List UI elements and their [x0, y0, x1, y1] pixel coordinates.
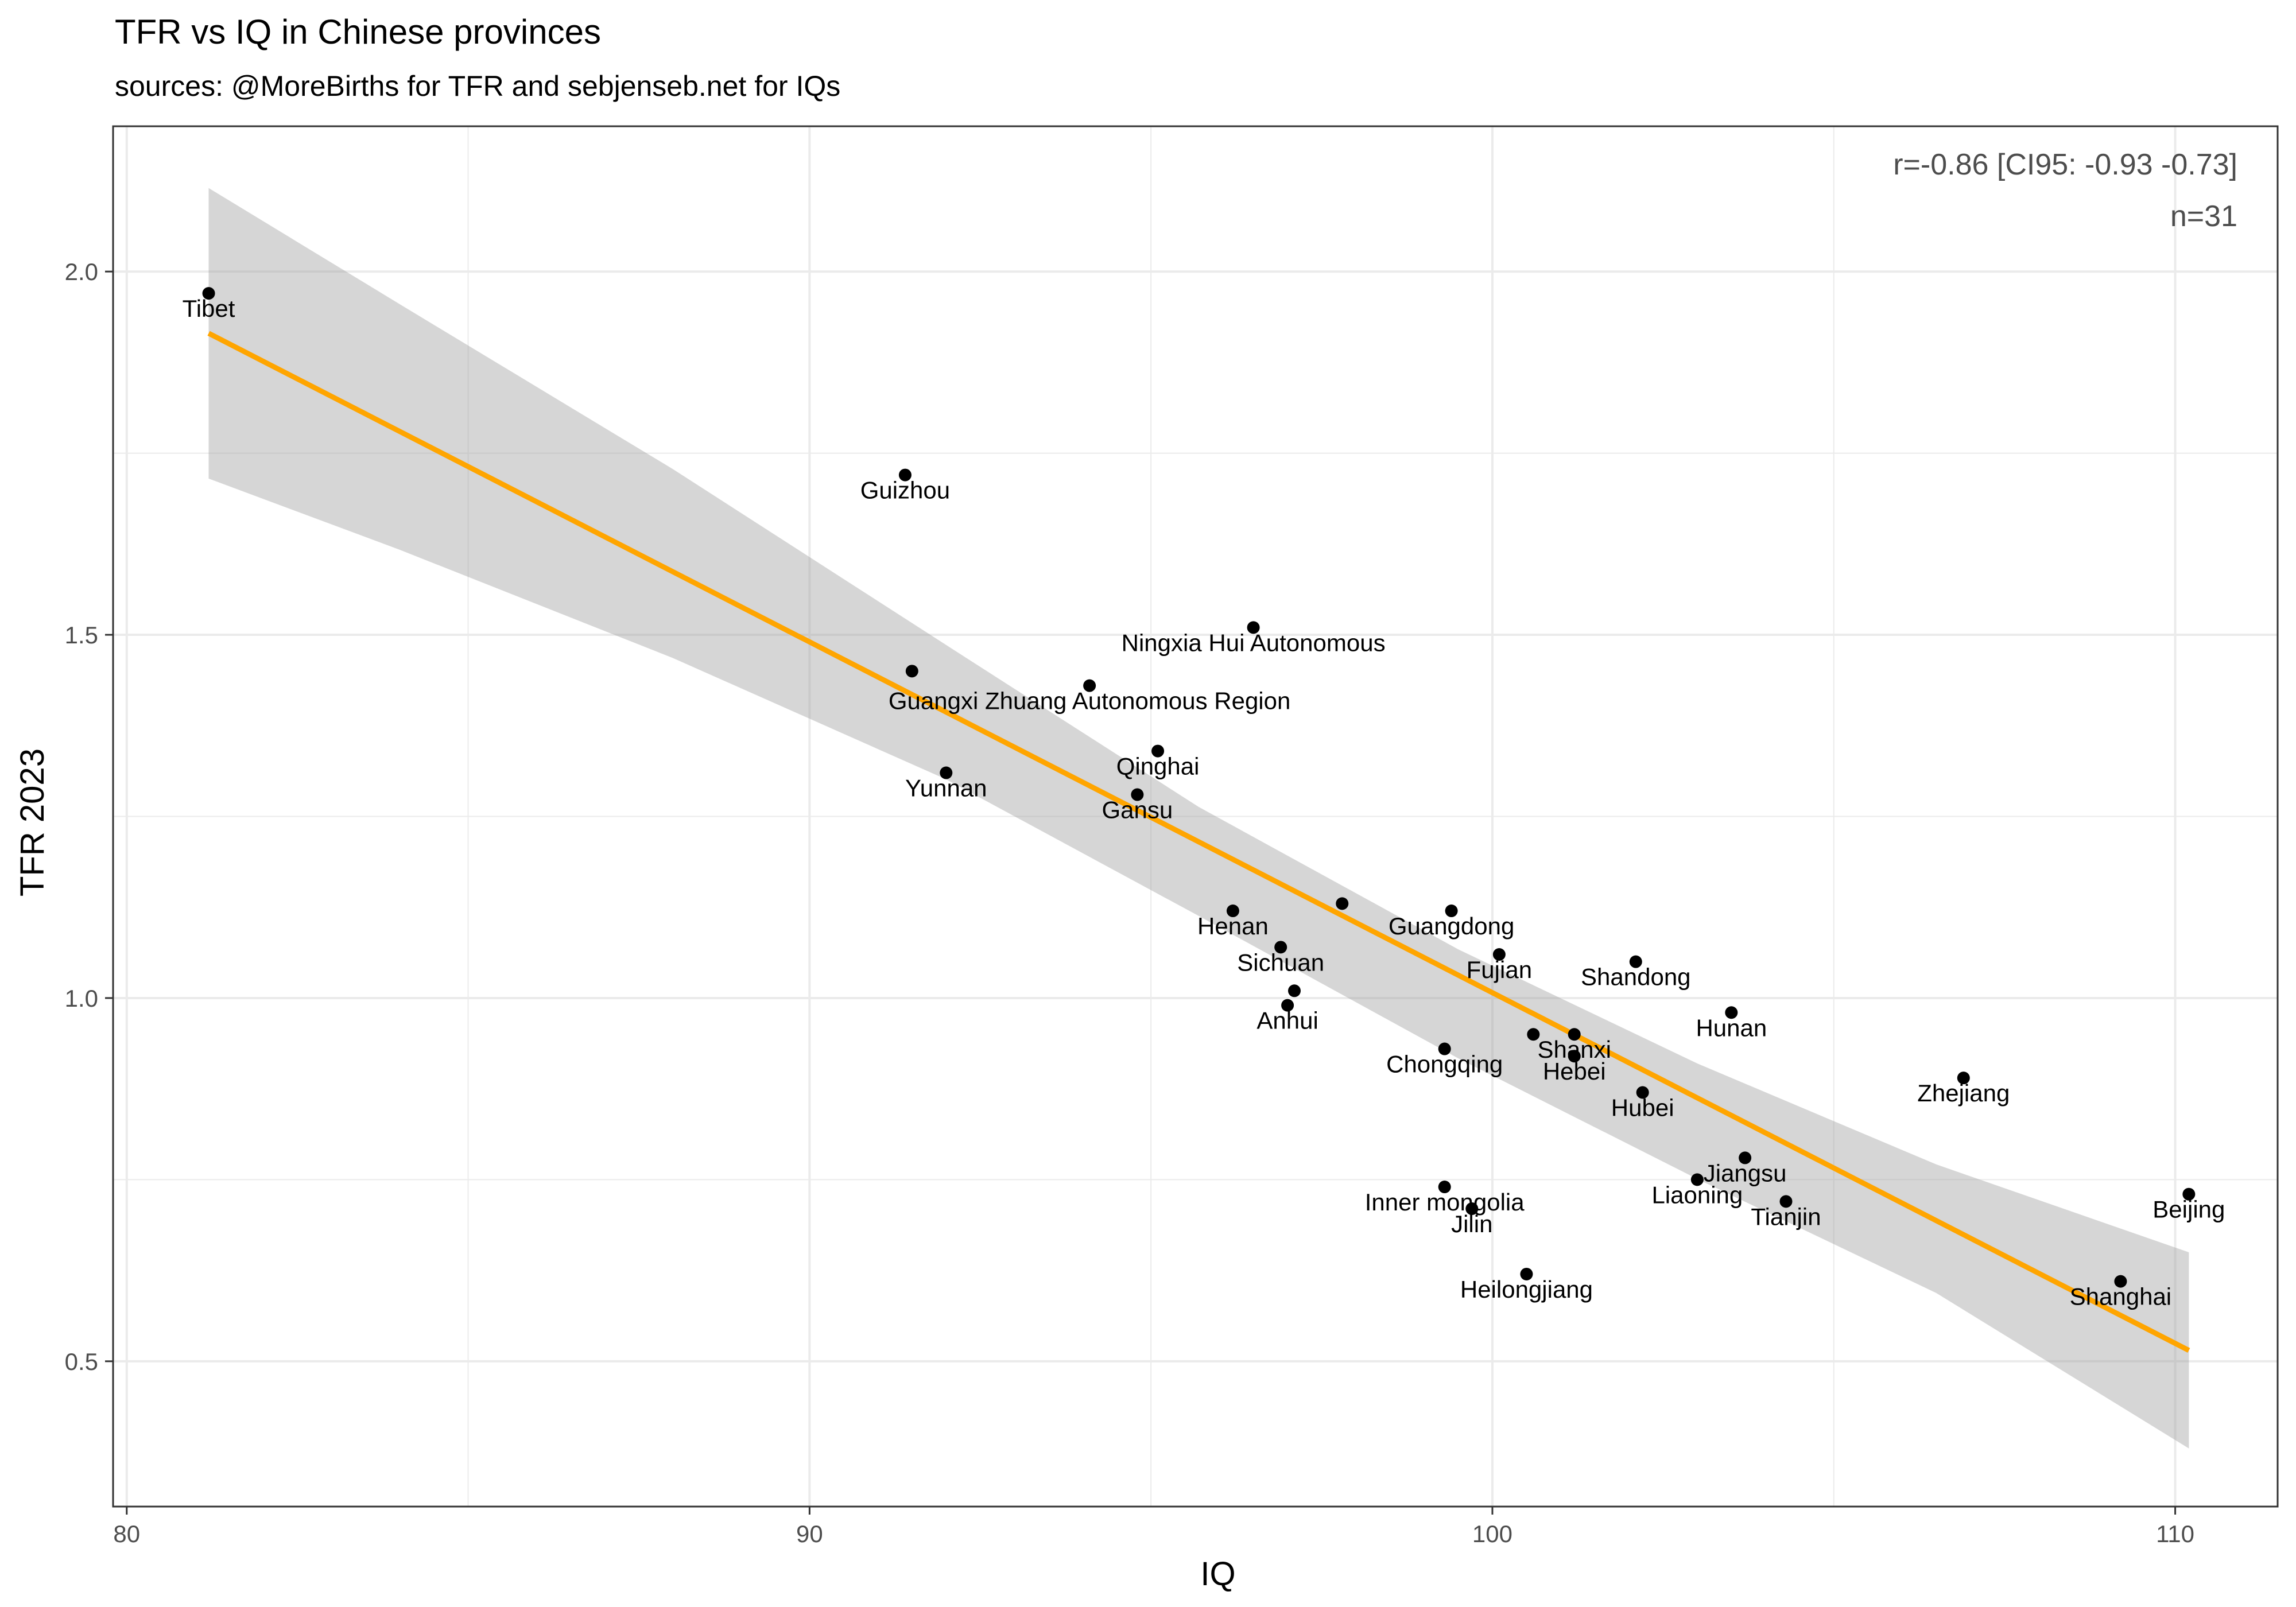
point-labels: Tibet Guizhou Ningxia Hui Autonomous Guangx…: [183, 295, 2225, 1310]
data-point-label: Tianjin: [1751, 1203, 1821, 1230]
data-point: [1438, 1042, 1451, 1055]
data-point-label: Chongqing: [1386, 1051, 1503, 1078]
data-point: [1568, 1050, 1581, 1063]
data-point: [1083, 679, 1096, 692]
data-point: [1629, 955, 1642, 968]
data-point-label: Inner mongolia: [1365, 1189, 1525, 1216]
data-point: [1957, 1072, 1970, 1085]
data-point: [202, 287, 215, 300]
grid-major: [113, 126, 2278, 1507]
data-point: [1492, 948, 1506, 961]
x-tick-label: 110: [2156, 1520, 2194, 1547]
chart-subtitle: sources: @MoreBirths for TFR and sebjens…: [115, 70, 840, 102]
data-point-label: Gansu: [1102, 797, 1173, 824]
data-point: [2114, 1275, 2127, 1288]
x-tick-label: 100: [1472, 1520, 1512, 1547]
data-point-label: Sichuan: [1237, 949, 1324, 976]
confidence-band-area: [208, 188, 2189, 1449]
data-point: [1568, 1028, 1581, 1041]
data-point: [1779, 1195, 1793, 1208]
data-point-label: Guizhou: [860, 477, 950, 504]
data-point-label: Liaoning: [1651, 1181, 1743, 1208]
data-point-label: Heilongjiang: [1460, 1276, 1593, 1303]
annotation-n: n=31: [2170, 200, 2237, 233]
data-point-label: Shandong: [1581, 964, 1691, 991]
data-point-label: Henan: [1197, 913, 1269, 940]
data-point-label: Fujian: [1467, 956, 1532, 983]
data-point: [1445, 905, 1458, 918]
x-axis-label: IQ: [1200, 1555, 1235, 1593]
data-point: [1151, 744, 1165, 758]
data-point: [1465, 1202, 1479, 1216]
data-point: [1520, 1267, 1533, 1280]
data-point-label: Ningxia Hui Autonomous: [1122, 629, 1386, 656]
x-axis-ticks: 80 90 100 110: [113, 1507, 2194, 1547]
data-point-label: Jiangsu: [1704, 1159, 1787, 1186]
data-point-label: Zhejiang: [1917, 1080, 2010, 1107]
data-point: [1287, 984, 1301, 997]
data-point: [1247, 621, 1260, 634]
panel-border: [112, 125, 2279, 1508]
data-point-label: Anhui: [1256, 1007, 1318, 1034]
data-point-label: Beijing: [2152, 1196, 2225, 1223]
confidence-band: [208, 188, 2189, 1449]
y-axis-ticks: 0.5 1.0 1.5 2.0: [65, 258, 113, 1375]
chart-title: TFR vs IQ in Chinese provinces: [115, 13, 601, 51]
regression-line-path: [207, 331, 2190, 1353]
y-axis-label: TFR 2023: [14, 748, 51, 896]
data-point: [1274, 941, 1287, 954]
data-point-label: Jilin: [1451, 1210, 1492, 1237]
y-tick-label: 1.5: [65, 622, 98, 649]
regression-line: [207, 331, 2190, 1353]
data-point-label: Guangxi Zhuang Autonomous Region: [889, 688, 1291, 715]
data-point: [1725, 1006, 1738, 1019]
data-point-label: Qinghai: [1116, 753, 1200, 780]
annotation-correlation: r=-0.86 [CI95: -0.93 -0.73]: [1893, 148, 2237, 181]
data-point: [905, 665, 918, 678]
grid-minor: [113, 126, 2278, 1507]
y-tick-label: 0.5: [65, 1348, 98, 1375]
data-point-label: Hunan: [1696, 1014, 1767, 1041]
data-point-label: Guangdong: [1389, 913, 1515, 940]
data-point: [1636, 1086, 1649, 1099]
data-point-label: Shanghai: [2070, 1283, 2172, 1310]
data-point-label: Shanxi: [1538, 1036, 1611, 1063]
data-point: [898, 468, 912, 482]
y-tick-label: 1.0: [65, 985, 98, 1012]
data-point: [1226, 905, 1239, 918]
data-point: [1527, 1028, 1540, 1041]
data-point: [940, 766, 953, 779]
data-point: [1438, 1181, 1451, 1194]
data-point-label: Yunnan: [905, 775, 987, 802]
data-point: [1690, 1173, 1704, 1186]
data-point: [2182, 1187, 2196, 1201]
data-point: [1336, 897, 1349, 910]
data-point-label: Hubei: [1611, 1094, 1674, 1121]
data-point: [1281, 999, 1294, 1012]
x-tick-label: 80: [113, 1520, 140, 1547]
data-point-label: Hebei: [1543, 1058, 1606, 1085]
data-point-label: Tibet: [183, 295, 235, 322]
data-point: [1131, 788, 1144, 801]
data-point: [1739, 1151, 1752, 1165]
data-points: [202, 287, 2196, 1288]
y-tick-label: 2.0: [65, 258, 98, 285]
x-tick-label: 90: [796, 1520, 823, 1547]
